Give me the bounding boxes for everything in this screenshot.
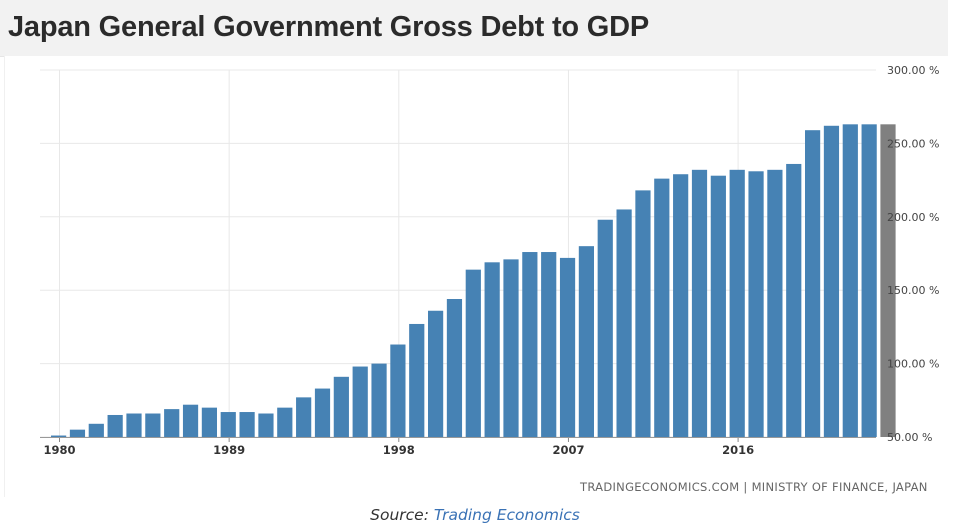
bar (616, 209, 632, 437)
bar (503, 259, 519, 437)
bar (352, 366, 368, 437)
bar (220, 412, 236, 437)
y-tick-label: 300.00 % (887, 64, 939, 77)
bar (861, 124, 877, 437)
title-bar: Japan General Government Gross Debt to G… (0, 0, 948, 57)
bar (371, 363, 387, 437)
bar (409, 323, 425, 437)
bar (691, 169, 708, 437)
bar (465, 269, 481, 437)
bar (277, 407, 293, 437)
y-tick-label: 100.00 % (887, 358, 939, 371)
bar (748, 171, 764, 438)
y-tick-label: 250.00 % (887, 137, 939, 150)
bar (842, 124, 858, 437)
bar (296, 397, 312, 437)
bar (786, 163, 802, 437)
bar (578, 246, 594, 437)
bar (239, 412, 255, 437)
bar (559, 257, 576, 437)
bar (428, 310, 444, 437)
y-tick-label: 150.00 % (887, 284, 939, 297)
x-tick-label: 2007 (552, 443, 584, 457)
bar (654, 178, 670, 437)
bar (823, 125, 840, 437)
source-prefix: Source: (370, 506, 429, 524)
bar (805, 130, 821, 437)
bar (107, 414, 123, 437)
bar (69, 429, 86, 437)
source-line: Source: Trading Economics (0, 506, 950, 524)
bar (88, 423, 104, 437)
bar (597, 219, 613, 437)
bar (484, 262, 500, 437)
bar (145, 413, 161, 437)
bar (182, 404, 199, 437)
x-tick-label: 2016 (722, 443, 754, 457)
bar (673, 174, 689, 438)
bar (710, 175, 726, 437)
bar (51, 435, 67, 437)
bar (390, 344, 406, 437)
watermark: TRADINGECONOMICS.COM | MINISTRY OF FINAN… (580, 480, 928, 494)
bar (201, 407, 217, 437)
axis-layer: 300.00 % 250.00 % 200.00 % 150.00 % 100.00 %… (40, 64, 939, 457)
chart-title: Japan General Government Gross Debt to G… (8, 11, 650, 43)
y-tick-label: 200.00 % (887, 211, 939, 224)
bars-layer (51, 124, 896, 438)
bar (729, 169, 745, 437)
bar (126, 413, 142, 437)
bar-forecast (880, 124, 896, 437)
bar (446, 299, 463, 437)
bar (522, 252, 538, 437)
bar (314, 388, 331, 437)
x-tick-label: 1998 (383, 443, 415, 457)
bar (333, 376, 349, 437)
bar (258, 413, 274, 437)
x-tick-label: 1980 (43, 443, 75, 457)
bar (635, 190, 651, 437)
x-tick-label: 1989 (213, 443, 245, 457)
bar (164, 409, 180, 437)
y-tick-label: 50.00 % (887, 431, 932, 444)
bar (767, 169, 783, 437)
source-link[interactable]: Trading Economics (433, 506, 580, 524)
bar (541, 252, 557, 437)
